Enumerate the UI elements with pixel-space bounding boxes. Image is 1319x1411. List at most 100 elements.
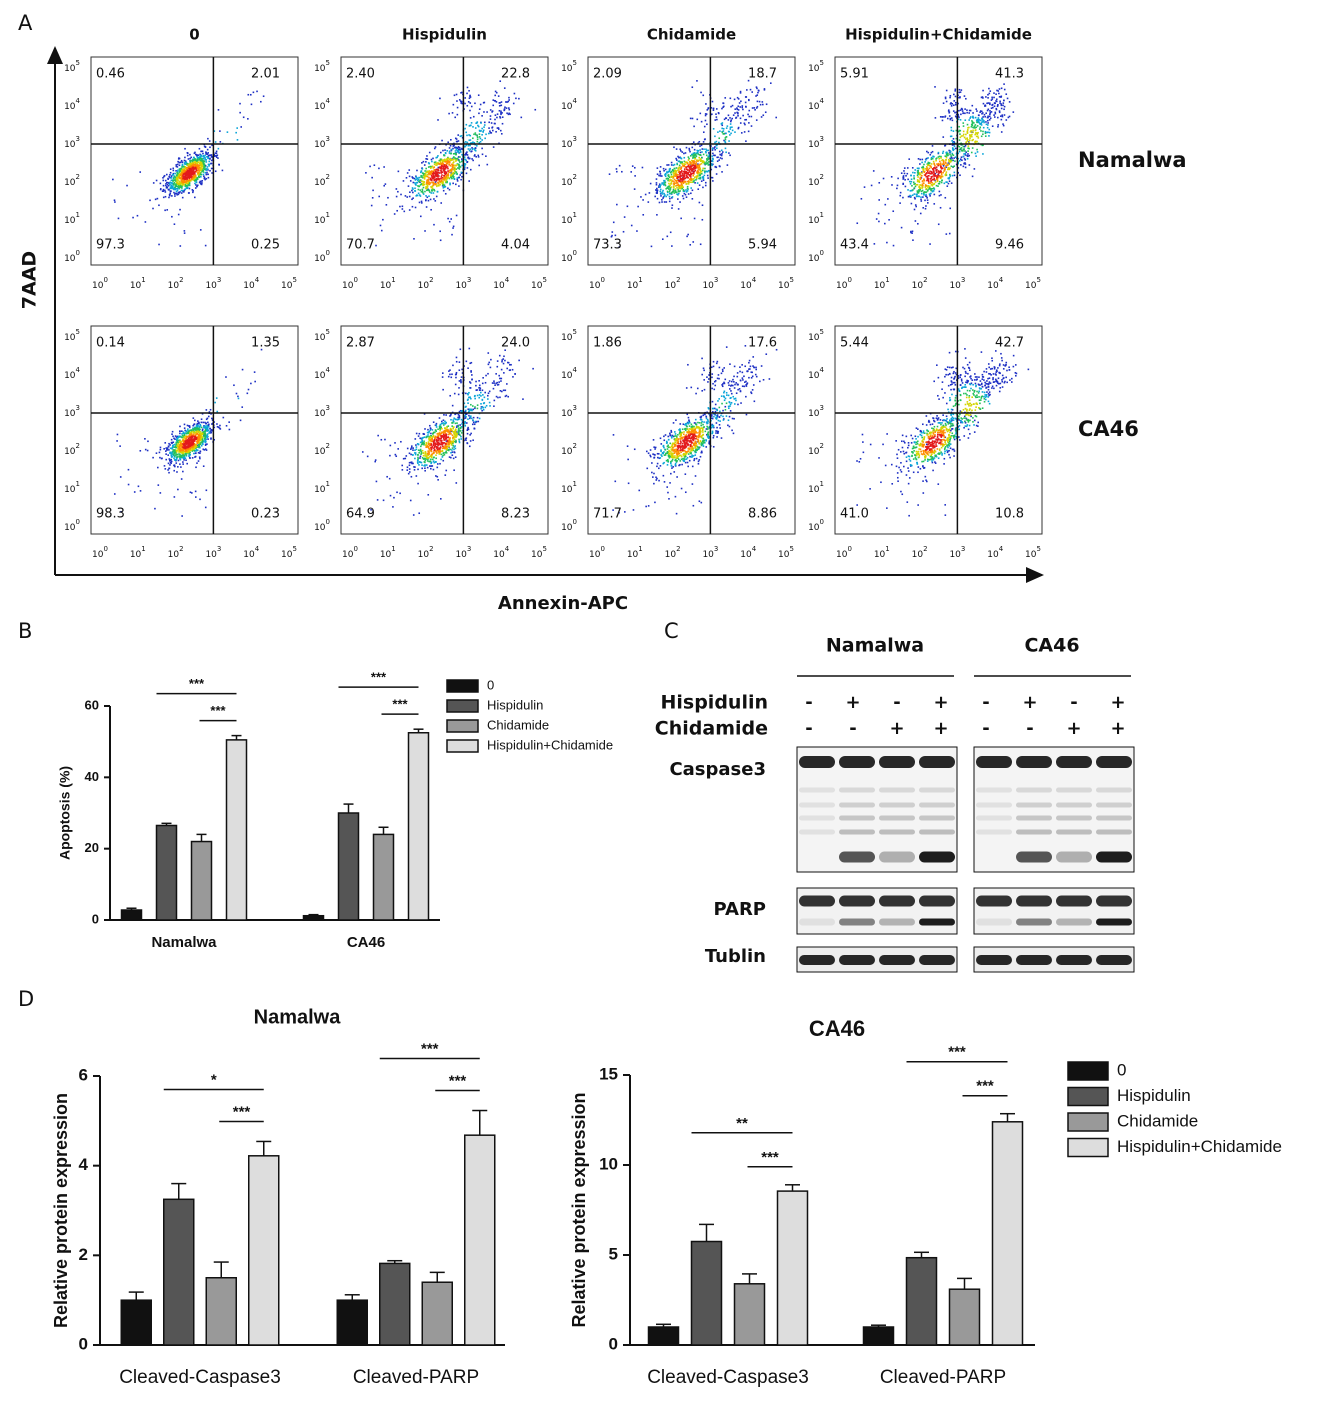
- event-dot: [911, 232, 913, 234]
- event-dot: [200, 441, 202, 444]
- event-dot: [205, 409, 208, 411]
- event-dot: [198, 443, 201, 446]
- event-dot: [213, 426, 216, 429]
- event-dot: [209, 432, 211, 434]
- event-dot: [911, 184, 913, 187]
- event-dot: [417, 192, 420, 195]
- event-dot: [189, 440, 191, 443]
- y-tick-label: 101: [64, 480, 80, 495]
- event-dot: [183, 456, 186, 458]
- event-dot: [982, 97, 984, 99]
- event-dot: [168, 442, 170, 445]
- tick-base: 10: [314, 140, 326, 150]
- event-dot: [173, 181, 176, 184]
- y-tick-label: 105: [64, 328, 80, 343]
- event-dot: [165, 183, 167, 185]
- event-dot: [699, 176, 702, 179]
- event-dot: [204, 178, 206, 181]
- event-dot: [422, 193, 425, 195]
- event-dot: [195, 443, 198, 446]
- event-dot: [739, 106, 742, 108]
- event-dot: [126, 184, 128, 187]
- tick-exponent: 1: [141, 276, 145, 284]
- event-dot: [991, 104, 993, 106]
- x-tick-label: 100: [92, 545, 108, 560]
- event-dot: [512, 102, 515, 105]
- event-dot: [926, 202, 929, 204]
- event-dot: [704, 161, 706, 164]
- event-dot: [671, 196, 674, 198]
- event-dot: [184, 183, 187, 186]
- event-dot: [434, 172, 436, 175]
- event-dot: [431, 190, 433, 192]
- quadrant-percent: 43.4: [840, 238, 869, 253]
- event-dot: [191, 158, 194, 161]
- event-dot: [671, 175, 673, 178]
- event-dot: [693, 164, 695, 167]
- event-dot: [988, 135, 990, 137]
- event-dot: [195, 466, 197, 469]
- event-dot: [192, 189, 194, 192]
- event-dot: [762, 114, 765, 117]
- event-dot: [919, 163, 921, 165]
- event-dot: [465, 159, 468, 162]
- event-dot: [448, 112, 450, 115]
- event-dot: [175, 441, 178, 444]
- event-dot: [738, 102, 741, 104]
- event-dot: [693, 166, 696, 169]
- quadrant-percent: 5.91: [840, 67, 869, 82]
- event-dot: [986, 124, 989, 126]
- event-dot: [964, 152, 967, 155]
- tick-base: 10: [64, 485, 76, 495]
- tick-base: 10: [778, 281, 790, 291]
- event-dot: [944, 116, 946, 118]
- event-dot: [237, 397, 240, 400]
- event-dot: [975, 155, 977, 157]
- event-dot: [190, 433, 192, 436]
- event-dot: [623, 216, 626, 218]
- event-dot: [425, 183, 428, 186]
- tick-exponent: 5: [76, 328, 80, 336]
- event-dot: [473, 142, 476, 144]
- event-dot: [965, 151, 967, 154]
- tick-base: 10: [561, 140, 573, 150]
- event-dot: [737, 114, 739, 117]
- event-dot: [444, 152, 447, 155]
- event-dot: [472, 137, 474, 140]
- event-dot: [676, 163, 679, 166]
- event-dot: [925, 167, 927, 170]
- event-dot: [954, 103, 957, 106]
- event-dot: [158, 243, 160, 246]
- event-dot: [446, 177, 449, 180]
- event-dot: [137, 485, 140, 488]
- event-dot: [210, 428, 213, 431]
- event-dot: [447, 156, 449, 159]
- event-dot: [441, 182, 444, 184]
- event-dot: [924, 161, 926, 163]
- event-dot: [902, 176, 904, 178]
- event-dot: [995, 107, 998, 110]
- event-dot: [685, 172, 688, 175]
- event-dot: [174, 449, 176, 451]
- event-dot: [693, 217, 696, 220]
- event-dot: [422, 191, 424, 194]
- event-dot: [700, 170, 702, 173]
- event-dot: [610, 235, 613, 238]
- event-dot: [442, 178, 445, 181]
- event-dot: [469, 148, 472, 150]
- event-dot: [937, 223, 940, 226]
- event-dot: [661, 175, 663, 177]
- event-dot: [385, 204, 388, 206]
- event-dot: [166, 447, 169, 450]
- event-dot: [186, 178, 188, 180]
- event-dot: [488, 127, 490, 129]
- event-dot: [466, 151, 468, 153]
- event-dot: [724, 137, 727, 139]
- event-dot: [421, 175, 423, 177]
- event-dot: [972, 112, 974, 114]
- event-dot: [670, 186, 673, 188]
- event-dot: [672, 188, 675, 191]
- event-dot: [911, 189, 913, 192]
- event-dot: [183, 437, 186, 439]
- event-dot: [198, 421, 200, 424]
